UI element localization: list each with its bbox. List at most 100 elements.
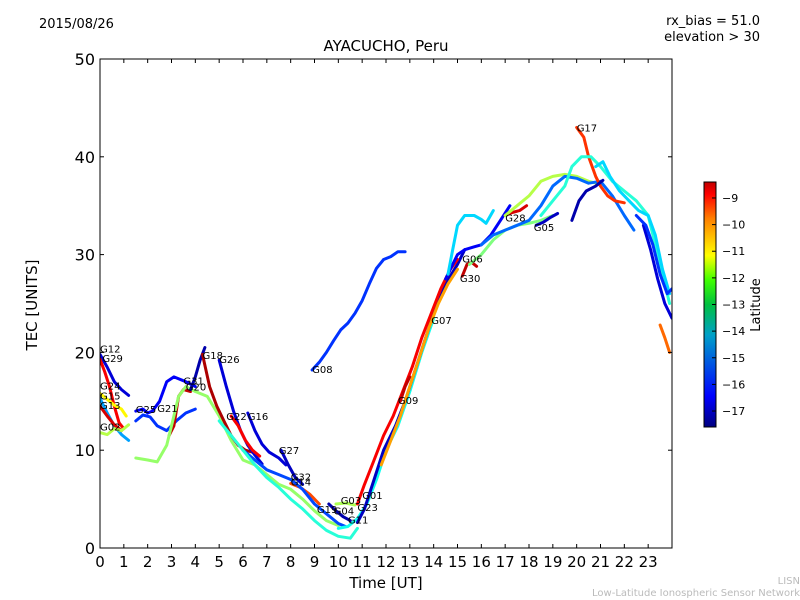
series-g22 (229, 414, 262, 458)
date-label: 2015/08/26 (39, 17, 114, 32)
y-tick-label: 50 (75, 50, 95, 69)
x-tick-label: 11 (353, 553, 372, 571)
satellite-label: G26 (219, 355, 239, 366)
x-tick-label: 0 (95, 553, 105, 571)
x-tick-label: 14 (424, 553, 443, 571)
series-g31 (134, 375, 197, 415)
satellite-label: G13 (100, 401, 120, 412)
satellite-label: G11 (348, 516, 368, 527)
satellite-label: G02 (100, 423, 120, 434)
x-tick-label: 12 (376, 553, 395, 571)
series-g06b (446, 209, 495, 276)
series-g27 (279, 448, 305, 486)
satellite-label: G29 (102, 354, 122, 365)
satellite-label: G31 (183, 377, 203, 388)
satellite-label: G15 (100, 391, 120, 402)
colorbar-tick-label: −15 (722, 352, 745, 365)
series-g08 (310, 250, 407, 372)
x-tick-label: 5 (214, 553, 224, 571)
satellite-label: G12 (100, 344, 120, 355)
series-g05 (534, 212, 560, 227)
colorbar-tick-label: −17 (722, 405, 745, 418)
satellite-label: G25 (136, 405, 156, 416)
x-tick-label: 7 (262, 553, 272, 571)
watermark: LISN Low-Latitude Ionospheric Sensor Net… (592, 576, 800, 600)
series-g02 (100, 423, 131, 437)
x-axis-label: Time [UT] (349, 574, 423, 592)
series-g19 (217, 419, 359, 540)
watermark-full: Low-Latitude Ionospheric Sensor Network (592, 588, 800, 599)
series-g21b (641, 223, 672, 320)
series-g07 (379, 267, 459, 467)
series-g20b (570, 178, 605, 222)
satellite-label: G17 (577, 123, 597, 134)
series-g29 (100, 357, 126, 431)
x-tick-label: 16 (472, 553, 491, 571)
colorbar-ticks: −9 −10 −11 −12 −13 −14 −15 −16 −17 (712, 192, 745, 418)
x-tick-label: 2 (143, 553, 153, 571)
x-tick-label: 4 (191, 553, 201, 571)
satellite-label: G20 (186, 383, 206, 394)
series-g04 (327, 502, 352, 523)
satellite-label: G30 (460, 274, 480, 285)
satellite-label: G28 (505, 213, 525, 224)
elevation-label: elevation > 30 (664, 30, 760, 45)
series-g06 (444, 204, 512, 281)
y-tick-label: 0 (85, 539, 95, 558)
x-tick-label: 10 (329, 553, 348, 571)
series-g22b (658, 323, 672, 354)
colorbar-tick-label: −11 (722, 245, 745, 258)
series-g05b (503, 172, 602, 217)
x-tick-label: 19 (543, 553, 562, 571)
x-tick-label: 17 (496, 553, 515, 571)
satellite-label: G08 (312, 365, 332, 376)
series-g05c (479, 174, 636, 247)
satellite-label: G23 (357, 503, 377, 514)
x-tick-label: 22 (615, 553, 634, 571)
colorbar-tick-label: −13 (722, 299, 745, 312)
y-tick-label: 30 (75, 246, 95, 265)
series-g26b (634, 214, 672, 296)
info-box: rx_bias = 51.0 elevation > 30 (664, 14, 760, 46)
satellite-label: G21 (157, 404, 177, 415)
x-tick-label: 20 (567, 553, 586, 571)
y-tick-label: 40 (75, 148, 95, 167)
series-g17c (594, 160, 672, 296)
series-g24 (100, 392, 128, 418)
series-g17 (575, 126, 626, 205)
colorbar-tick-label: −14 (722, 325, 745, 338)
x-tick-label: 9 (310, 553, 320, 571)
x-tick-label: 8 (286, 553, 296, 571)
satellite-label: G19 (317, 505, 337, 516)
x-tick-label: 21 (591, 553, 610, 571)
series-g25 (134, 407, 197, 433)
satellite-label: G05 (534, 223, 554, 234)
x-tick-label: 15 (448, 553, 467, 571)
x-tick-label: 3 (167, 553, 177, 571)
series-layer (100, 126, 672, 540)
colorbar-label: Latitude (749, 278, 764, 332)
satellite-label: G18 (203, 351, 223, 362)
y-tick-label: 10 (75, 441, 95, 460)
series-g09 (398, 375, 412, 403)
series-g13 (100, 404, 123, 433)
colorbar-tick-label: −16 (722, 378, 745, 391)
satellite-label: G24 (100, 382, 120, 393)
satellite-label: G09 (398, 396, 418, 407)
series-g14 (241, 448, 347, 528)
x-tick-label: 1 (119, 553, 129, 571)
series-g16 (246, 411, 288, 467)
series-g12 (100, 352, 131, 397)
x-tick-label: 6 (238, 553, 248, 571)
satellite-label: G14 (291, 477, 311, 488)
chart-title: AYACUCHO, Peru (323, 37, 449, 55)
colorbar-tick-label: −12 (722, 272, 745, 285)
colorbar-tick-label: −9 (722, 192, 738, 205)
x-tick-label: 13 (400, 553, 419, 571)
series-g17b (539, 155, 672, 305)
x-tick-label: 18 (519, 553, 538, 571)
satellite-label: G06 (462, 254, 482, 265)
satellite-label: G04 (334, 507, 354, 518)
